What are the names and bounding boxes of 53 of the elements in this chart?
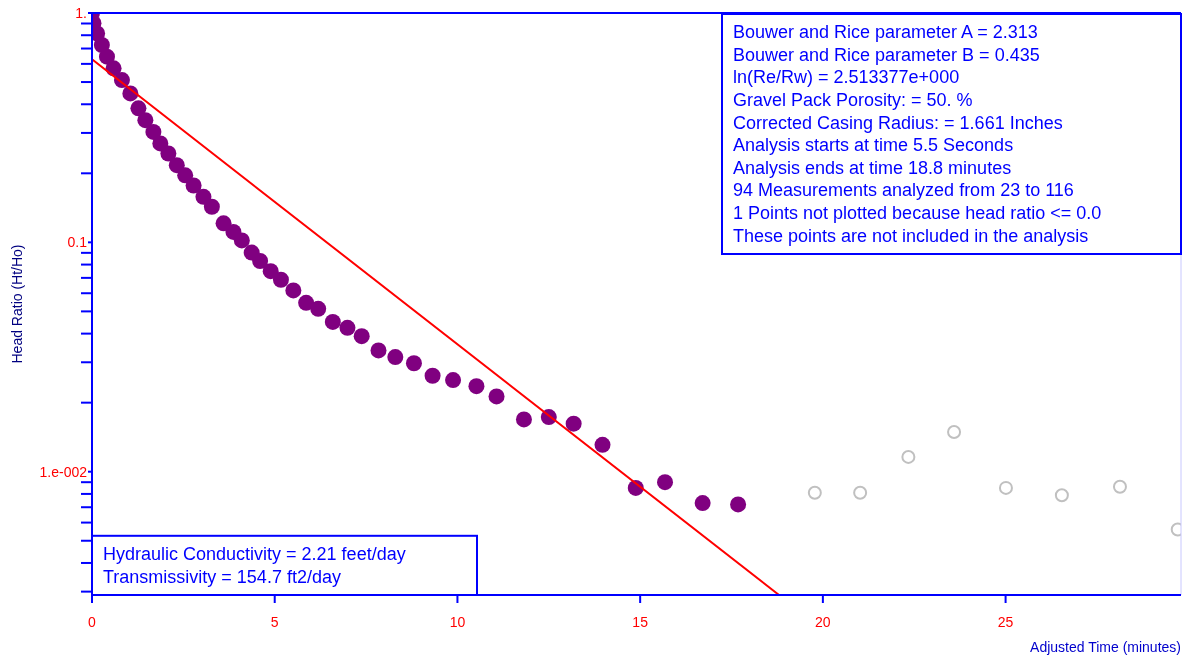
point — [445, 372, 462, 389]
point — [488, 388, 505, 405]
point — [93, 37, 110, 54]
point — [310, 300, 327, 317]
point — [657, 474, 673, 491]
point — [353, 328, 370, 345]
point — [565, 415, 582, 432]
point — [468, 378, 485, 395]
point — [145, 123, 162, 140]
y-tick-label: 0.1 — [67, 234, 88, 251]
y-tick-label: 1.e-002 — [39, 463, 88, 480]
point — [370, 342, 387, 359]
point — [168, 157, 185, 174]
x-tick-label: 10 — [449, 614, 466, 630]
text: Bouwer and Rice parameter A = 2.313 Bouwer and Rice parameter B = 0.435 ln(Re/Rw) = 2.513377e+000 Gravel Pack Porosity: = 50. % Corrected Casing Radius: = 1.661 Inches Analysis starts at time 5.5 Seconds Analysis ends at time 18.8 minutes 94 Measurements analyzed from 23 to 116 1 Points not plotted because head ratio <= 0.0 These points are not included in the analysis — [733, 22, 1102, 246]
point — [947, 424, 962, 439]
point — [694, 495, 711, 512]
point — [160, 145, 177, 162]
x-tick-label: 15 — [632, 614, 649, 630]
point — [252, 253, 269, 270]
point — [1112, 479, 1127, 494]
point — [203, 198, 220, 215]
point — [901, 449, 916, 464]
x-tick-label: 0 — [88, 614, 97, 630]
point — [130, 100, 147, 117]
point — [339, 319, 356, 336]
point — [515, 411, 532, 428]
x-tick-label: 20 — [815, 614, 831, 630]
point — [137, 112, 154, 129]
point — [853, 485, 868, 500]
point — [185, 177, 202, 194]
point — [262, 263, 279, 280]
x-tick-label: 25 — [997, 614, 1014, 630]
x-axis-title: Adjusted Time (minutes) — [1030, 639, 1181, 655]
point — [272, 271, 289, 288]
point — [424, 367, 441, 384]
point — [285, 282, 302, 299]
point — [324, 313, 341, 330]
point — [730, 496, 747, 513]
point — [177, 167, 194, 184]
point — [98, 48, 115, 65]
point — [387, 349, 404, 366]
point — [594, 436, 611, 453]
x-tick-label: 5 — [270, 614, 279, 630]
point — [998, 480, 1013, 495]
y-tick-label: 1. — [75, 4, 87, 21]
point — [405, 355, 422, 372]
point — [807, 485, 822, 500]
annotation: Hydraulic Conductivity = 2.21 feet/day Transmissivity = 154.7 ft2/day — [103, 543, 406, 587]
point — [233, 232, 250, 249]
y-axis-title: Head Ratio (Ht/Ho) — [9, 244, 25, 364]
point — [298, 294, 315, 311]
point — [1054, 488, 1069, 503]
